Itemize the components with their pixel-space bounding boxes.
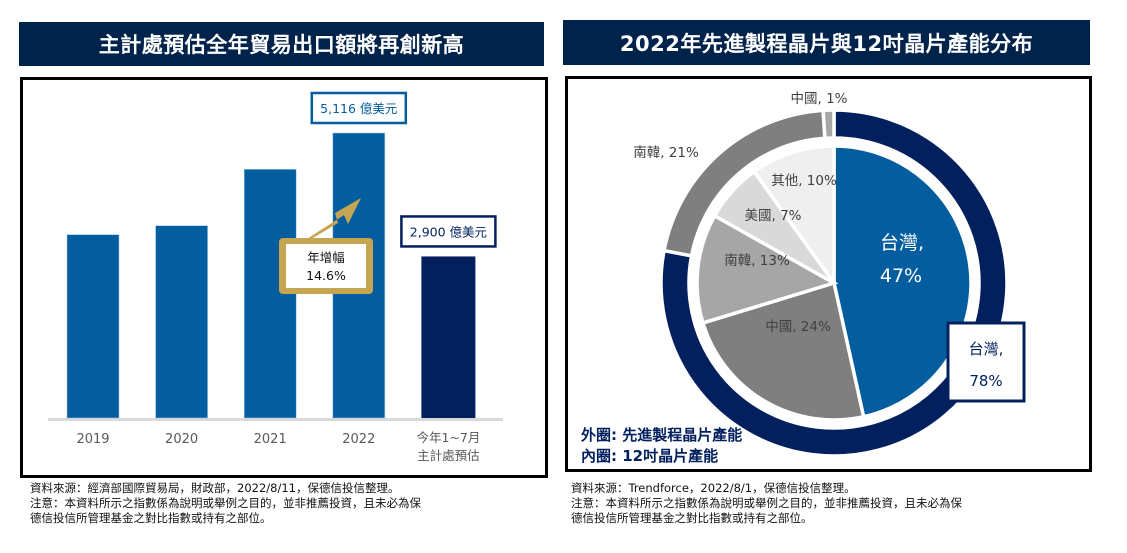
inner-label-中國: 中國, 24%	[765, 319, 831, 335]
growth-arrow	[288, 198, 361, 253]
outer-slice-中國	[821, 108, 836, 141]
inner-slice-其他	[751, 144, 836, 289]
inner-slice-中國	[700, 280, 866, 422]
inner-label-美國: 美國, 7%	[745, 208, 802, 224]
outer-slice-台灣	[659, 108, 1009, 458]
disclaimer-line-2: 德信投信所管理基金之對比指數或持有之部位。	[571, 511, 813, 525]
growth-box	[286, 244, 366, 288]
legend-outer-ring: 外圈: 先進製程晶片產能	[580, 426, 742, 444]
growth-label: 年增幅	[307, 250, 345, 265]
outer-label-china: 中國, 1%	[791, 91, 848, 107]
data-label-box	[400, 215, 497, 248]
donut-chart: 台灣, 47% 中國, 24% 南韓, 13% 美國, 7% 其他, 10% 台灣, 78% 南…	[633, 91, 1026, 458]
disclaimer-line-2: 德信投信所管理基金之對比指數或持有之部位。	[30, 511, 272, 525]
left-chart-title: 主計處預估全年貿易出口額將再創新高	[19, 22, 544, 66]
disclaimer-line-1: 注意：本資料所示之指數係為說明或舉例之目的，並非推薦投資，且未必為保	[571, 496, 962, 510]
data-label: 5,116 億美元	[320, 101, 397, 116]
x-tick-label: 2020	[165, 432, 198, 447]
x-tick-label: 2019	[76, 432, 109, 447]
growth-value: 14.6%	[306, 268, 346, 283]
right-source-note: 資料來源：Trendforce，2022/8/1，保德信投信整理。 注意：本資料…	[571, 481, 962, 526]
source-line: 資料來源：經濟部國際貿易局，財政部，2022/8/11，保德信投信整理。	[30, 481, 400, 495]
outer-label-taiwan-box	[946, 321, 1026, 403]
left-source-note: 資料來源：經濟部國際貿易局，財政部，2022/8/11，保德信投信整理。 注意：…	[30, 481, 421, 526]
disclaimer-line-1: 注意：本資料所示之指數係為說明或舉例之目的，並非推薦投資，且未必為保	[30, 496, 421, 510]
legend-inner-ring: 內圈: 12吋晶片產能	[581, 447, 718, 465]
bar-1	[66, 234, 120, 419]
inner-label-taiwan-name: 台灣,	[880, 232, 924, 254]
data-label-box	[310, 91, 408, 125]
data-label: 2,900 億美元	[410, 224, 487, 239]
outer-label-taiwan-name: 台灣,	[969, 340, 1004, 358]
right-chart-title: 2022年先進製程晶片與12吋晶片產能分布	[563, 20, 1090, 65]
bar-2	[155, 225, 208, 419]
inner-slice-台灣	[832, 144, 973, 419]
inner-label-南韓: 南韓, 13%	[724, 253, 790, 269]
x-tick-label: 今年1~7月	[416, 430, 480, 445]
x-tick-label: 2022	[342, 432, 375, 447]
inner-label-其他: 其他, 10%	[771, 173, 837, 189]
inner-label-taiwan-value: 47%	[880, 265, 922, 287]
source-line: 資料來源：Trendforce，2022/8/1，保德信投信整理。	[571, 481, 856, 495]
x-tick-label: 主計處預估	[417, 448, 480, 463]
inner-slice-南韓	[695, 213, 839, 326]
x-tick-label: 2021	[254, 432, 287, 447]
outer-label-korea: 南韓, 21%	[633, 145, 699, 161]
bar-5	[421, 256, 476, 418]
outer-label-taiwan-value: 78%	[969, 372, 1002, 390]
